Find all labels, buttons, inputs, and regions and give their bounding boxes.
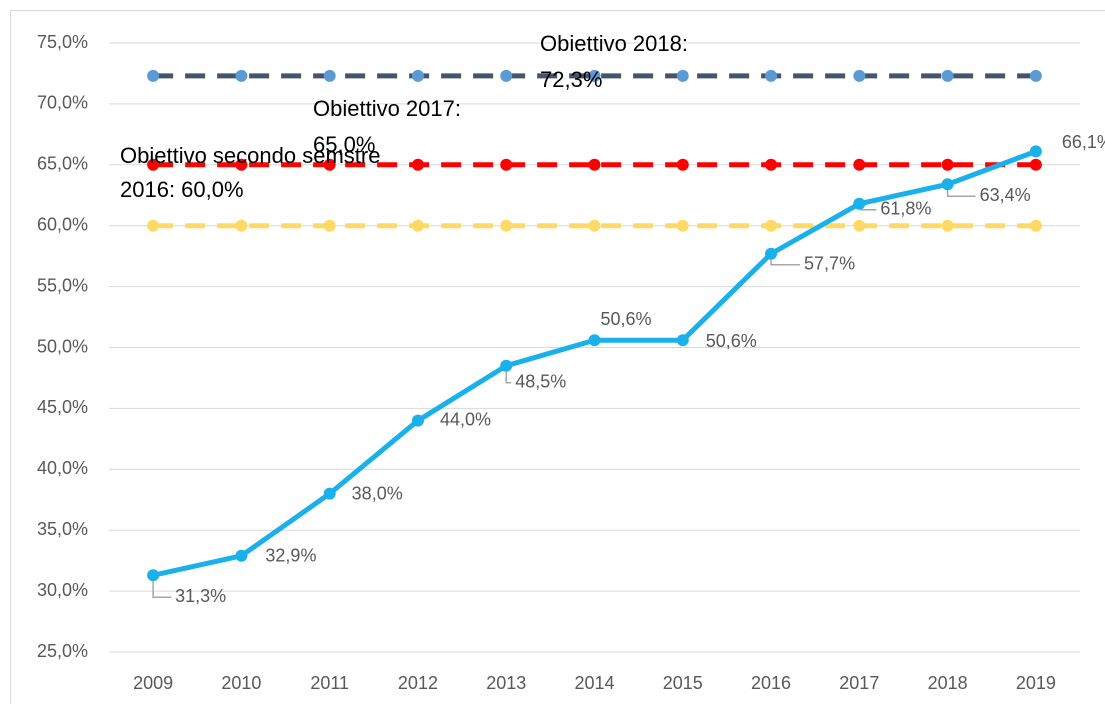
marker	[323, 487, 336, 500]
marker	[765, 158, 778, 171]
marker	[941, 69, 954, 82]
marker	[411, 69, 424, 82]
annotation: Obiettivo secondo semstre	[120, 143, 380, 168]
y-tick-label: 70,0%	[37, 93, 88, 113]
marker	[1029, 69, 1042, 82]
marker	[147, 569, 160, 582]
x-tick-label: 2015	[663, 673, 703, 693]
marker	[323, 158, 336, 171]
marker	[676, 219, 689, 232]
marker	[411, 219, 424, 232]
marker	[500, 219, 513, 232]
data-label: 32,9%	[265, 546, 316, 566]
annotation: Obiettivo 2018:	[540, 31, 688, 56]
marker	[676, 69, 689, 82]
marker	[411, 414, 424, 427]
data-label: 38,0%	[352, 483, 403, 503]
data-label: 57,7%	[804, 253, 855, 273]
leader-line	[505, 371, 512, 384]
x-tick-label: 2010	[221, 673, 261, 693]
chart-frame	[10, 10, 1105, 704]
marker	[235, 219, 248, 232]
marker	[147, 158, 160, 171]
x-tick-label: 2019	[1016, 673, 1056, 693]
marker	[235, 69, 248, 82]
x-tick-label: 2009	[133, 673, 173, 693]
data-label: 66,1%	[1062, 132, 1105, 152]
data-label: 50,6%	[706, 331, 757, 351]
annotation: 2016: 60,0%	[120, 177, 244, 202]
x-tick-label: 2013	[486, 673, 526, 693]
data-label: 63,4%	[980, 185, 1031, 205]
marker	[588, 69, 601, 82]
marker	[323, 69, 336, 82]
marker	[765, 69, 778, 82]
marker	[411, 158, 424, 171]
data-label: 31,3%	[175, 586, 226, 606]
y-tick-label: 25,0%	[37, 641, 88, 661]
marker	[941, 158, 954, 171]
marker	[147, 69, 160, 82]
marker	[588, 158, 601, 171]
x-tick-label: 2011	[310, 673, 349, 693]
marker	[676, 334, 689, 347]
y-tick-label: 30,0%	[37, 580, 88, 600]
annotation: Obiettivo 2017:	[313, 96, 461, 121]
marker	[1029, 219, 1042, 232]
x-tick-label: 2018	[928, 673, 968, 693]
data-label: 48,5%	[515, 372, 566, 392]
marker	[500, 69, 513, 82]
marker	[500, 359, 513, 372]
marker	[853, 197, 866, 210]
data-label: 61,8%	[880, 199, 931, 219]
marker	[1029, 145, 1042, 158]
y-tick-label: 55,0%	[37, 275, 88, 295]
x-tick-label: 2012	[398, 673, 438, 693]
marker	[1029, 158, 1042, 171]
y-tick-label: 40,0%	[37, 458, 88, 478]
data-label: 50,6%	[601, 309, 652, 329]
x-tick-label: 2017	[839, 673, 879, 693]
data-label: 44,0%	[440, 409, 491, 429]
marker	[235, 158, 248, 171]
leader-line	[946, 190, 976, 198]
marker	[676, 158, 689, 171]
annotation: 65,0%	[313, 132, 375, 157]
marker	[147, 219, 160, 232]
x-tick-label: 2014	[574, 673, 614, 693]
marker	[235, 549, 248, 562]
marker	[765, 219, 778, 232]
marker	[853, 69, 866, 82]
marker	[853, 219, 866, 232]
marker	[941, 219, 954, 232]
y-tick-label: 45,0%	[37, 397, 88, 417]
marker	[941, 178, 954, 191]
leader-line	[770, 259, 801, 266]
y-tick-label: 60,0%	[37, 214, 88, 234]
y-tick-label: 50,0%	[37, 336, 88, 356]
leader-line	[152, 581, 172, 599]
y-tick-label: 65,0%	[37, 154, 88, 174]
marker	[588, 334, 601, 347]
marker	[588, 219, 601, 232]
marker	[323, 219, 336, 232]
y-tick-label: 35,0%	[37, 519, 88, 539]
y-tick-label: 75,0%	[37, 32, 88, 52]
annotation: 72,3%	[540, 67, 602, 92]
x-tick-label: 2016	[751, 673, 791, 693]
marker	[765, 247, 778, 260]
marker	[853, 158, 866, 171]
marker	[500, 158, 513, 171]
